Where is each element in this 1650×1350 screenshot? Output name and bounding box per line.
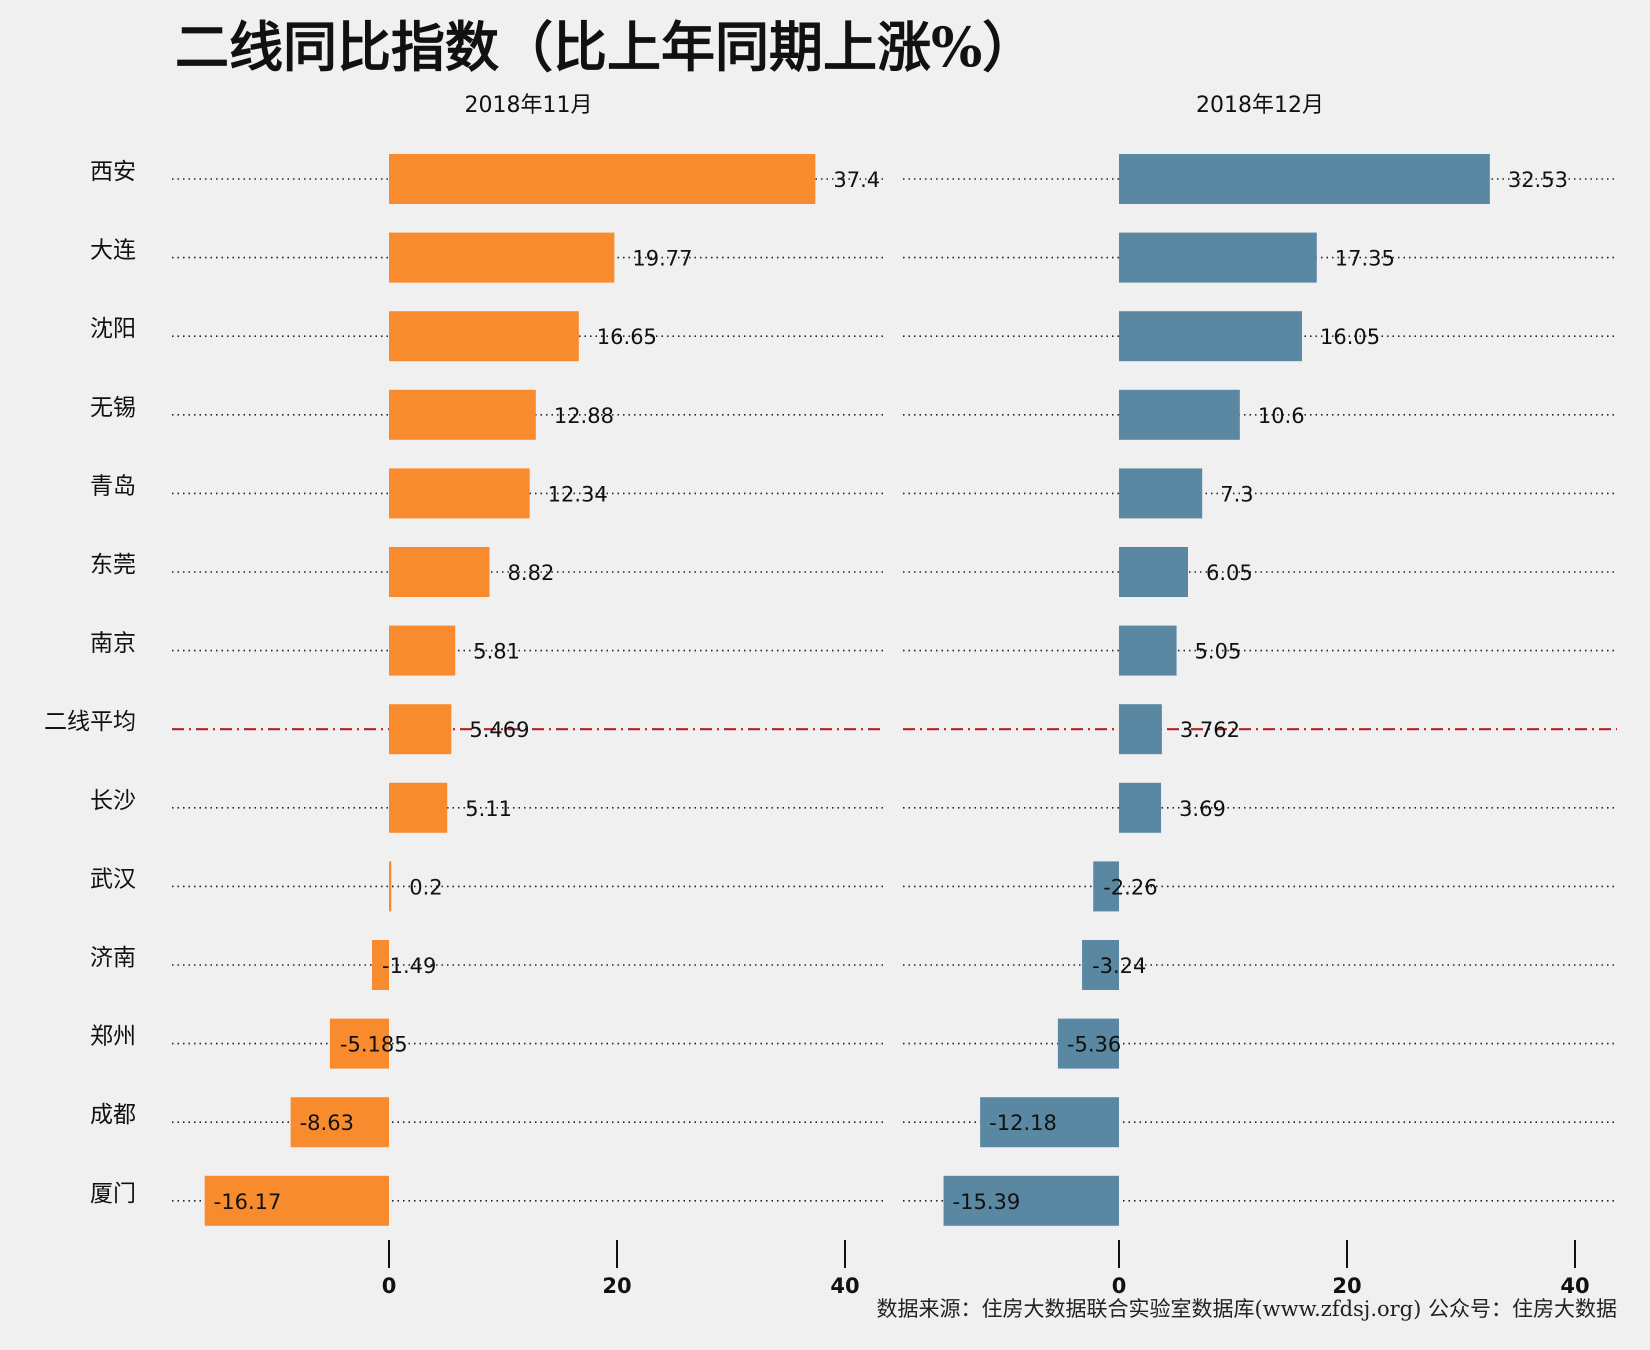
data-label: 16.05	[1320, 325, 1380, 349]
bar	[389, 232, 615, 283]
bar	[1093, 861, 1119, 912]
chart-title: 二线同比指数（比上年同期上涨%）	[175, 15, 1036, 79]
data-label: 5.81	[473, 640, 520, 664]
data-label: -5.36	[1067, 1033, 1121, 1057]
data-label: 12.88	[554, 404, 614, 428]
bar	[389, 782, 448, 833]
bar	[1119, 468, 1203, 519]
category-label: 郑州	[90, 1024, 136, 1050]
data-label: -16.17	[214, 1190, 282, 1214]
bar	[1119, 389, 1240, 440]
data-label: -3.24	[1092, 954, 1146, 978]
bar	[1119, 311, 1302, 362]
category-label: 西安	[90, 159, 136, 185]
bar	[389, 311, 579, 362]
bar	[372, 940, 389, 990]
category-label: 南京	[90, 631, 136, 657]
category-label: 济南	[90, 945, 136, 971]
data-label: 37.4	[833, 168, 880, 192]
category-label: 二线平均	[44, 709, 136, 735]
x-tick-label: 0	[382, 1274, 397, 1298]
bar	[290, 1097, 389, 1148]
x-tick-label: 20	[1332, 1274, 1361, 1298]
category-label: 东莞	[90, 552, 136, 578]
data-label: 8.82	[508, 561, 555, 585]
bar	[389, 389, 536, 440]
data-label: -5.185	[340, 1033, 408, 1057]
data-label: 5.469	[469, 718, 529, 742]
data-label: 5.11	[465, 797, 512, 821]
data-label: -1.49	[382, 954, 436, 978]
data-label: -15.39	[953, 1190, 1021, 1214]
x-tick-label: 40	[830, 1274, 859, 1298]
bar	[1119, 625, 1177, 676]
bar	[1057, 1018, 1119, 1069]
bar	[389, 625, 456, 676]
x-tick-label: 20	[602, 1274, 631, 1298]
bar	[389, 861, 392, 912]
data-label: 5.05	[1195, 640, 1242, 664]
bar	[1082, 940, 1119, 990]
bar	[389, 704, 452, 755]
bar	[943, 1175, 1119, 1226]
source-note: 数据来源：住房大数据联合实验室数据库(www.zfdsj.org) 公众号：住房…	[876, 1297, 1617, 1321]
category-label: 武汉	[90, 866, 136, 892]
data-label: -2.26	[1103, 875, 1157, 899]
bar	[329, 1018, 389, 1069]
bar	[1119, 232, 1317, 283]
bar	[389, 468, 530, 519]
data-label: 19.77	[632, 247, 692, 271]
data-label: 7.3	[1220, 482, 1253, 506]
data-label: 32.53	[1508, 168, 1568, 192]
category-label: 沈阳	[90, 316, 136, 342]
x-tick-label: 40	[1560, 1274, 1589, 1298]
panel-header: 2018年12月	[1196, 93, 1324, 118]
data-label: 10.6	[1258, 404, 1305, 428]
category-label: 无锡	[90, 395, 136, 421]
data-label: 16.65	[597, 325, 657, 349]
data-label: 0.2	[409, 875, 442, 899]
category-label: 长沙	[90, 788, 136, 814]
data-label: -12.18	[989, 1111, 1057, 1135]
bar	[389, 154, 816, 204]
data-label: 17.35	[1335, 247, 1395, 271]
bar	[980, 1097, 1119, 1148]
data-label: -8.63	[300, 1111, 354, 1135]
data-label: 6.05	[1206, 561, 1253, 585]
data-label: 3.762	[1180, 718, 1240, 742]
data-label: 3.69	[1179, 797, 1226, 821]
x-tick-label: 0	[1112, 1274, 1127, 1298]
bar	[1119, 547, 1188, 597]
category-label: 大连	[90, 238, 136, 264]
bar	[1119, 154, 1490, 204]
bar	[389, 547, 490, 597]
panel-header: 2018年11月	[465, 93, 593, 118]
bar	[1119, 704, 1162, 755]
bar	[204, 1175, 389, 1226]
category-label: 厦门	[90, 1181, 136, 1207]
category-label: 成都	[90, 1102, 136, 1128]
data-label: 12.34	[548, 482, 608, 506]
category-label: 青岛	[90, 473, 136, 499]
bar	[1119, 782, 1162, 833]
